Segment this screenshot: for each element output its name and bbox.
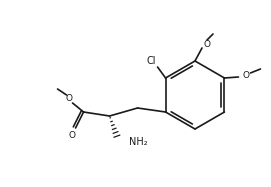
- Text: O: O: [65, 94, 72, 102]
- Text: Cl: Cl: [147, 56, 156, 66]
- Text: O: O: [68, 131, 75, 140]
- Text: NH₂: NH₂: [128, 137, 147, 147]
- Text: O: O: [204, 39, 211, 48]
- Text: O: O: [243, 70, 250, 79]
